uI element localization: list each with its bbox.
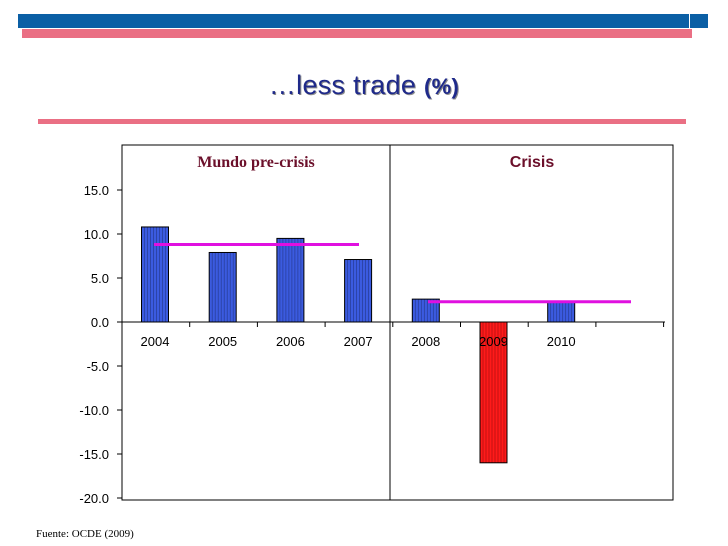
- bar-body: [208, 251, 237, 323]
- bars-layer: [141, 226, 576, 464]
- bar-body: [344, 259, 373, 323]
- bar-2005: [208, 251, 237, 323]
- bar-body: [141, 226, 169, 323]
- y-tick-label: -10.0: [79, 403, 109, 418]
- bar-2004: [141, 226, 169, 323]
- y-tick-label: -15.0: [79, 447, 109, 462]
- top-banner-bar: [18, 14, 708, 28]
- bar-2008: [411, 298, 440, 323]
- x-tick-label: 2010: [547, 334, 576, 349]
- y-tick-label: -20.0: [79, 491, 109, 506]
- bar-body: [547, 301, 576, 323]
- y-tick-label: 10.0: [84, 227, 109, 242]
- bar-body: [276, 237, 305, 323]
- pink-banner-bar: [22, 29, 692, 38]
- bar-2010: [547, 301, 576, 323]
- labels-layer: 15.0 10.0 5.0 0.0 -5.0 -10.0 -15.0 -20.0 2004 200…: [79, 154, 575, 506]
- y-tick-label: 0.0: [91, 315, 109, 330]
- y-tick-label: 5.0: [91, 271, 109, 286]
- title-underline: [38, 119, 686, 124]
- average-lines-layer: [154, 243, 631, 304]
- y-tick-label: -5.0: [87, 359, 109, 374]
- bar-body: [479, 321, 508, 464]
- panel-title-pre-crisis: Mundo pre-crisis: [197, 154, 314, 171]
- source-note: Fuente: OCDE (2009): [36, 528, 134, 540]
- bar-2007: [344, 259, 373, 323]
- x-tick-label: 2009: [479, 334, 508, 349]
- x-tick-label: 2008: [411, 334, 440, 349]
- x-tick-label: 2005: [208, 334, 237, 349]
- top-banner-accent: [689, 14, 708, 28]
- bar-2006: [276, 237, 305, 323]
- slide-title-unit: (%): [424, 74, 460, 99]
- x-tick-label: 2006: [276, 334, 305, 349]
- panel-title-crisis: Crisis: [510, 154, 555, 171]
- y-tick-label: 15.0: [84, 183, 109, 198]
- x-tick-label: 2007: [344, 334, 373, 349]
- bar-2009: [479, 321, 508, 464]
- axes-layer: [117, 144, 674, 501]
- x-tick-label: 2004: [141, 334, 170, 349]
- slide-title-text: …less trade: [268, 70, 417, 100]
- slide-title: …less trade (%): [0, 70, 728, 101]
- bar-body: [411, 298, 440, 323]
